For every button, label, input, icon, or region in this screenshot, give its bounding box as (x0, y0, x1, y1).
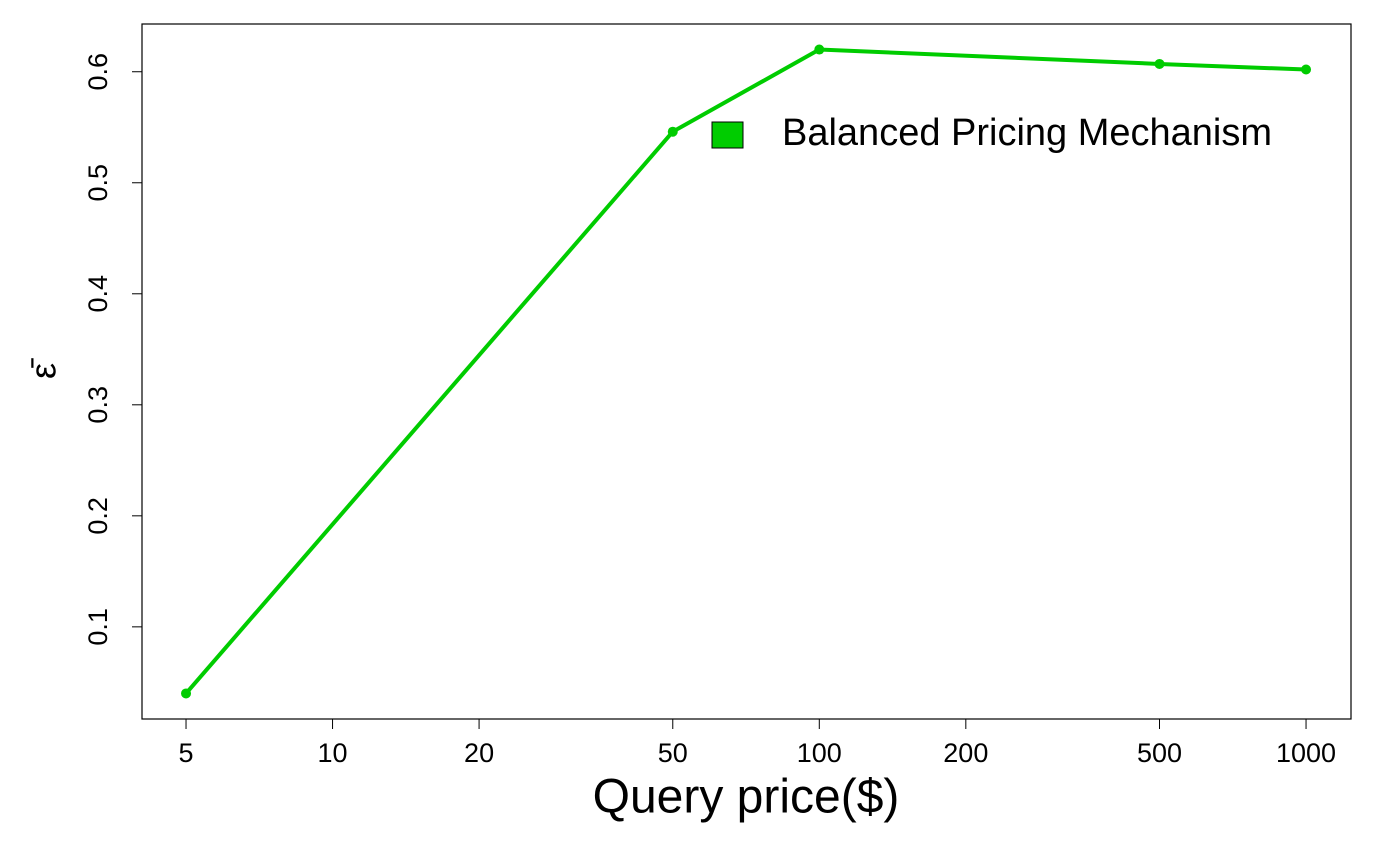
x-axis-label: Query price($) (593, 771, 900, 824)
legend-swatch (711, 121, 744, 149)
x-tick-label: 10 (318, 738, 348, 768)
x-tick-label: 100 (797, 738, 842, 768)
data-point (667, 126, 678, 137)
data-point (814, 44, 825, 55)
x-tick-label: 20 (464, 738, 494, 768)
y-tick-label: 0.4 (83, 275, 113, 313)
x-tick-label: 1000 (1276, 738, 1336, 768)
plot-frame (141, 23, 1352, 720)
y-tick-label: 0.3 (83, 386, 113, 424)
y-tick-label: 0.5 (83, 164, 113, 202)
y-axis-label: ε̄ (23, 358, 64, 379)
x-tick-label: 50 (658, 738, 688, 768)
data-point (1301, 64, 1312, 75)
legend-label: Balanced Pricing Mechanism (782, 112, 1272, 154)
data-point (1154, 58, 1165, 69)
x-tick-label: 500 (1137, 738, 1182, 768)
x-tick-label: 200 (943, 738, 988, 768)
data-point (181, 688, 192, 699)
y-tick-label: 0.6 (83, 53, 113, 91)
x-tick-label: 5 (179, 738, 194, 768)
y-tick-label: 0.1 (83, 608, 113, 646)
y-tick-label: 0.2 (83, 497, 113, 535)
